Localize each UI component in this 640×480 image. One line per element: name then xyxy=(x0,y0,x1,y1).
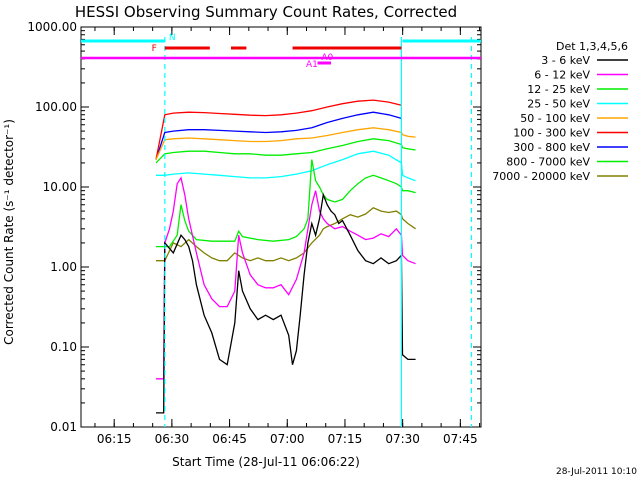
x-tick-label: 06:45 xyxy=(212,432,247,446)
legend-label: 6 - 12 keV xyxy=(534,69,590,82)
legend-label: 7000 - 20000 keV xyxy=(492,170,590,183)
y-tick-label: 100.00 xyxy=(35,100,77,114)
legend-label: 50 - 100 keV xyxy=(520,112,590,125)
x-tick-label: 07:30 xyxy=(385,432,420,446)
legend-label: 25 - 50 keV xyxy=(527,98,590,111)
series-line xyxy=(156,150,416,182)
y-tick-label: 0.01 xyxy=(50,420,77,434)
chart-title: HESSI Observing Summary Count Rates, Cor… xyxy=(75,3,457,21)
series-line xyxy=(156,192,416,414)
y-tick-label: 10.00 xyxy=(43,180,77,194)
legend-label: 12 - 25 keV xyxy=(527,83,590,96)
series-line xyxy=(156,176,416,380)
y-axis-label: Corrected Count Rate (s⁻¹ detector⁻¹) xyxy=(2,119,16,345)
series-line xyxy=(155,138,416,164)
y-tick-label: 1000.00 xyxy=(27,20,77,34)
series-line xyxy=(156,159,416,248)
flag-label: F xyxy=(152,44,157,54)
x-tick-label: 06:30 xyxy=(155,432,190,446)
series-line xyxy=(155,99,402,160)
flag-label: A1 xyxy=(306,60,318,70)
series-line xyxy=(155,127,416,160)
flag-label: N xyxy=(169,33,176,43)
series-line xyxy=(155,111,402,160)
plot-area: 0.01 0.10 1.00 10.00 100.00 1000.00 06:15 06:30… xyxy=(27,20,482,446)
footer-timestamp: 28-Jul-2011 10:10 xyxy=(556,467,637,477)
series-line xyxy=(156,207,416,262)
y-tick-label: 0.10 xyxy=(50,340,77,354)
x-axis-label: Start Time (28-Jul-11 06:06:22) xyxy=(172,455,360,469)
legend-label: 100 - 300 keV xyxy=(513,127,590,140)
x-tick-label: 07:45 xyxy=(443,432,478,446)
x-tick-label: 06:15 xyxy=(97,432,132,446)
legend-label: 300 - 800 keV xyxy=(513,141,590,154)
x-tick-label: 07:00 xyxy=(270,432,305,446)
y-tick-label: 1.00 xyxy=(50,260,77,274)
legend-label: 800 - 7000 keV xyxy=(506,156,590,169)
legend-label: 3 - 6 keV xyxy=(541,54,590,67)
legend-title: Det 1,3,4,5,6 xyxy=(556,40,628,53)
x-tick-label: 07:15 xyxy=(328,432,363,446)
plot-frame xyxy=(80,26,482,428)
